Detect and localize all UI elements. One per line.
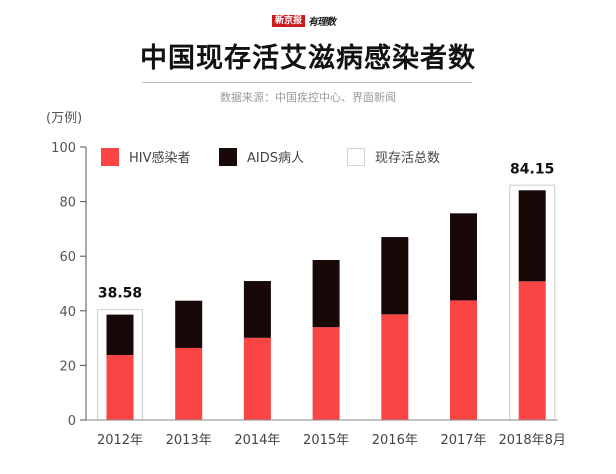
bar-group: [243, 281, 271, 420]
total-value-label: 84.15: [510, 161, 554, 177]
x-tick-label: 2016年: [372, 433, 418, 448]
bar-group: 84.15: [509, 161, 556, 421]
legend-label: HIV感染者: [129, 150, 191, 166]
bar-group: [381, 237, 409, 420]
aids-bar-segment: [450, 213, 477, 301]
y-tick-label: 60: [59, 250, 76, 265]
x-tick-label: 2015年: [303, 433, 349, 448]
legend-swatch-outline: [347, 148, 365, 166]
y-tick-label: 0: [68, 414, 76, 429]
hiv-bar-segment: [243, 337, 271, 420]
total-value-label: 38.58: [98, 286, 142, 302]
y-tick-label: 80: [59, 196, 76, 211]
aids-bar-segment: [175, 300, 203, 348]
y-tick-label: 40: [59, 305, 76, 320]
logo-brand: 新京报: [272, 14, 306, 27]
bar-group: 38.58: [96, 286, 144, 421]
bar-group: [312, 260, 340, 420]
y-axis: 0 20 40 60 80 100: [51, 141, 87, 429]
title-divider: [142, 82, 472, 83]
x-tick-label: 2012年: [97, 433, 143, 448]
publisher-logo: 新京报 有理数: [272, 14, 336, 28]
aids-bar-segment: [243, 281, 271, 338]
aids-bar-segment: [106, 314, 134, 356]
y-unit-label: (万例): [46, 111, 82, 126]
hiv-bar-segment: [312, 327, 340, 420]
data-source: 数据来源：中国疾控中心、界面新闻: [220, 91, 396, 104]
y-tick-label: 100: [51, 141, 76, 156]
aids-bar-segment: [518, 190, 546, 282]
hiv-bar-segment: [450, 300, 477, 420]
x-tick-label: 2013年: [166, 433, 212, 448]
hiv-bar-segment: [106, 355, 134, 420]
hiv-bar-segment: [175, 347, 203, 420]
x-tick-label: 2018年8月: [499, 433, 566, 448]
chart-title: 中国现存活艾滋病感染者数: [140, 43, 476, 74]
x-tick-label: 2017年: [440, 433, 486, 448]
aids-bar-segment: [312, 260, 340, 328]
legend-label: AIDS病人: [247, 151, 304, 166]
x-axis: 2012年 2013年 2014年 2015年 2016年 2017年 2018年8月: [86, 419, 566, 448]
legend-swatch-hiv: [101, 148, 119, 166]
bars: 38.58 84.15: [96, 161, 556, 421]
hiv-bar-segment: [518, 281, 546, 420]
legend-swatch-aids: [219, 148, 237, 166]
legend-label: 现存活总数: [375, 151, 440, 166]
bar-group: [175, 300, 203, 420]
bar-group: [450, 213, 477, 420]
aids-bar-segment: [381, 237, 409, 315]
y-tick-label: 20: [59, 359, 76, 374]
hiv-bar-segment: [381, 314, 409, 420]
legend: HIV感染者 AIDS病人 现存活总数: [101, 148, 440, 166]
x-tick-label: 2014年: [234, 433, 280, 448]
logo-column: 有理数: [308, 17, 336, 28]
